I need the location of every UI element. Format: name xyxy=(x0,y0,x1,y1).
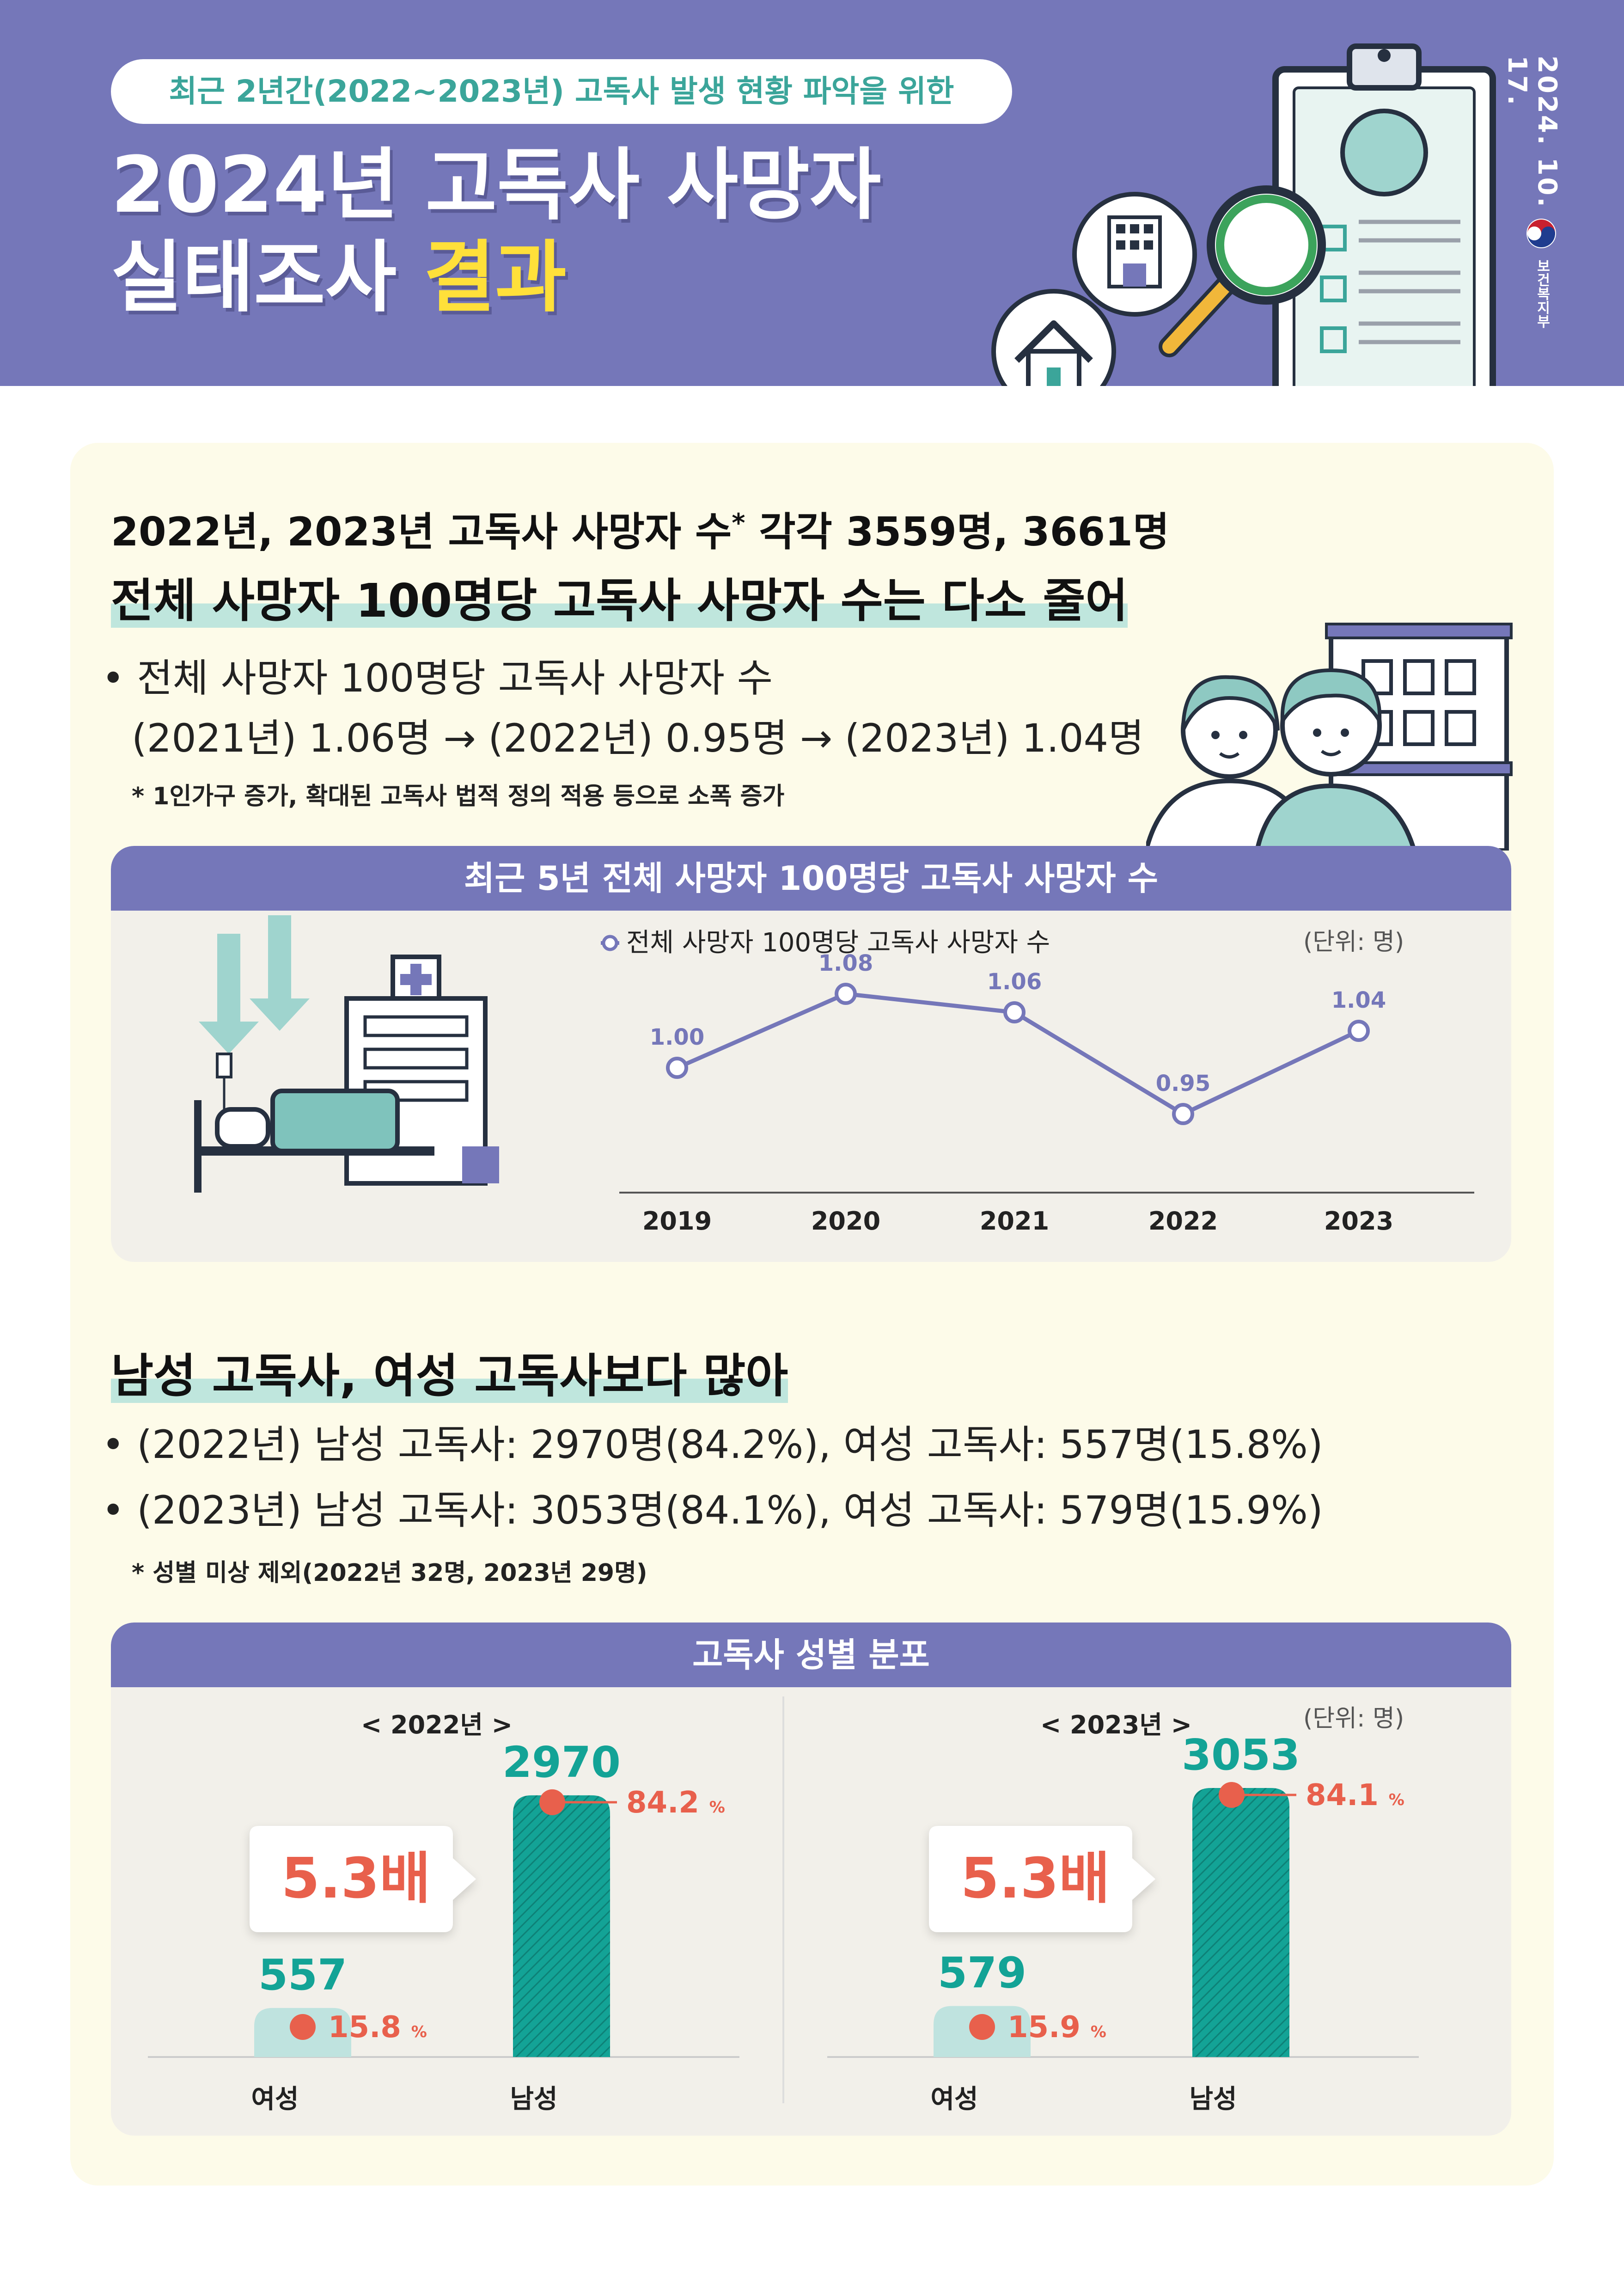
percent-marker xyxy=(539,1789,565,1815)
percent-marker xyxy=(1219,1782,1245,1808)
bar-chart-1: < 2023년 > 579 여성 15.9 % 3053 남성 84.1 % 5.3배 xyxy=(827,1710,1419,2114)
magnifier-icon xyxy=(1159,185,1326,357)
people-illustration xyxy=(1146,623,1513,851)
bar xyxy=(513,1795,610,2057)
data-label: 1.04 xyxy=(1331,987,1386,1013)
bar-value-label: 557 xyxy=(258,1950,347,2000)
legend-marker xyxy=(602,935,618,951)
line-chart: 전체 사망자 100명당 고독사 사망자 수 1.00 2019 1.08 2020 1… xyxy=(601,928,1474,1236)
percent-label: 84.1 % xyxy=(1306,1778,1404,1812)
bar-category-label: 남성 xyxy=(510,2084,557,2114)
percent-label: 84.2 % xyxy=(626,1786,725,1820)
section2-headline: 남성 고독사, 여성 고독사보다 많아 xyxy=(111,1338,788,1405)
percent-label: 15.8 % xyxy=(328,2010,427,2045)
clipboard-icon xyxy=(1272,43,1496,386)
down-arrow-icon xyxy=(199,915,310,1054)
hospital-bed-icon xyxy=(194,1053,434,1193)
percent-unit: % xyxy=(406,2023,427,2041)
section1-headline: 2022년, 2023년 고독사 사망자 수* 각각 3559명, 3661명 xyxy=(111,499,1169,557)
section2-bullet-2022: • (2022년) 남성 고독사: 2970명(84.2%), 여성 고독사: … xyxy=(102,1422,1323,1467)
page-title-line2-text: 실태조사 xyxy=(111,232,424,323)
percent-unit: % xyxy=(1383,1791,1404,1809)
date-label: 2024. 10. 17. xyxy=(1502,55,1562,209)
ministry-logo-icon xyxy=(1526,219,1556,248)
page-title-line1: 2024년 고독사 사망자 xyxy=(111,140,881,230)
bar-category-label: 남성 xyxy=(1189,2084,1237,2114)
section1-bullet: • 전체 사망자 100명당 고독사 사망자 수 xyxy=(102,655,773,701)
section1-bullet-values: (2021년) 1.06명 → (2022년) 0.95명 → (2023년) … xyxy=(132,716,1144,761)
hospital-illustration xyxy=(194,915,499,1193)
bar-category-label: 여성 xyxy=(930,2084,978,2114)
section1-footnote-mark: * xyxy=(732,508,745,539)
ministry-name: 보건복지부 xyxy=(1534,259,1550,328)
series-point xyxy=(835,983,857,1005)
series-point xyxy=(666,1057,688,1079)
data-label: 1.06 xyxy=(987,969,1042,995)
section1-subheadline-text: 전체 사망자 100명당 고독사 사망자 수는 다소 줄어 xyxy=(111,574,1128,628)
line-chart-unit: (단위: 명) xyxy=(1303,928,1404,956)
data-label: 1.00 xyxy=(650,1024,704,1050)
section2-footnote: * 성별 미상 제외(2022년 32명, 2023년 29명) xyxy=(132,1559,647,1587)
legend-label: 전체 사망자 100명당 고독사 사망자 수 xyxy=(626,928,1050,958)
percent-unit: % xyxy=(1085,2023,1106,2041)
percent-label: 15.9 % xyxy=(1007,2010,1106,2045)
section2-bullet-2023: • (2023년) 남성 고독사: 3053명(84.1%), 여성 고독사: … xyxy=(102,1488,1323,1533)
header-subtitle: 최근 2년간(2022~2023년) 고독사 발생 현황 파악을 위한 xyxy=(111,59,1012,124)
bar-chart-unit: (단위: 명) xyxy=(1303,1705,1404,1733)
ratio-label: 5.3배 xyxy=(961,1847,1110,1911)
house-icon xyxy=(991,289,1116,386)
section1-subheadline: 전체 사망자 100명당 고독사 사망자 수는 다소 줄어 xyxy=(111,563,1128,630)
section2-headline-text: 남성 고독사, 여성 고독사보다 많아 xyxy=(111,1349,788,1403)
man-icon xyxy=(1254,668,1417,851)
ratio-label: 5.3배 xyxy=(281,1847,431,1911)
series-point xyxy=(1348,1020,1370,1042)
ratio-callout xyxy=(929,1826,1155,1932)
percent-marker xyxy=(969,2014,995,2040)
header-illustration xyxy=(991,43,1496,386)
x-tick-label: 2021 xyxy=(980,1206,1049,1236)
x-tick-label: 2023 xyxy=(1324,1206,1393,1236)
section1-headline-text: 2022년, 2023년 고독사 사망자 수 xyxy=(111,509,732,555)
bar-chart-title: 고독사 성별 분포 xyxy=(111,1623,1511,1687)
data-label: 0.95 xyxy=(1156,1071,1210,1096)
bar-chart-0: < 2022년 > 557 여성 15.8 % 2970 남성 84.2 % 5.3배 xyxy=(148,1710,739,2114)
building-icon xyxy=(1072,192,1197,317)
series-point xyxy=(1172,1103,1194,1125)
page-title-line2: 실태조사 결과 xyxy=(111,233,567,321)
data-label: 1.08 xyxy=(818,950,873,976)
bar-value-label: 2970 xyxy=(502,1738,621,1787)
percent-unit: % xyxy=(704,1798,725,1817)
bar-category-label: 여성 xyxy=(251,2084,299,2114)
bar xyxy=(1192,1788,1289,2057)
page-title-accent: 결과 xyxy=(423,232,567,323)
section1-headline-values: 각각 3559명, 3661명 xyxy=(745,509,1170,555)
percent-marker xyxy=(290,2014,316,2040)
series-point xyxy=(1003,1001,1026,1023)
section1-footnote: * 1인가구 증가, 확대된 고독사 법적 정의 적용 등으로 소폭 증가 xyxy=(132,783,785,810)
line-chart-title: 최근 5년 전체 사망자 100명당 고독사 사망자 수 xyxy=(111,846,1511,911)
x-tick-label: 2020 xyxy=(811,1206,880,1236)
bar-chart-year-title: < 2023년 > xyxy=(1040,1710,1192,1739)
bar-value-label: 3053 xyxy=(1182,1730,1300,1780)
ratio-callout xyxy=(250,1826,476,1932)
x-tick-label: 2019 xyxy=(642,1206,712,1236)
x-tick-label: 2022 xyxy=(1148,1206,1218,1236)
bar-chart-year-title: < 2022년 > xyxy=(361,1710,513,1739)
bar-value-label: 579 xyxy=(938,1948,1026,1998)
